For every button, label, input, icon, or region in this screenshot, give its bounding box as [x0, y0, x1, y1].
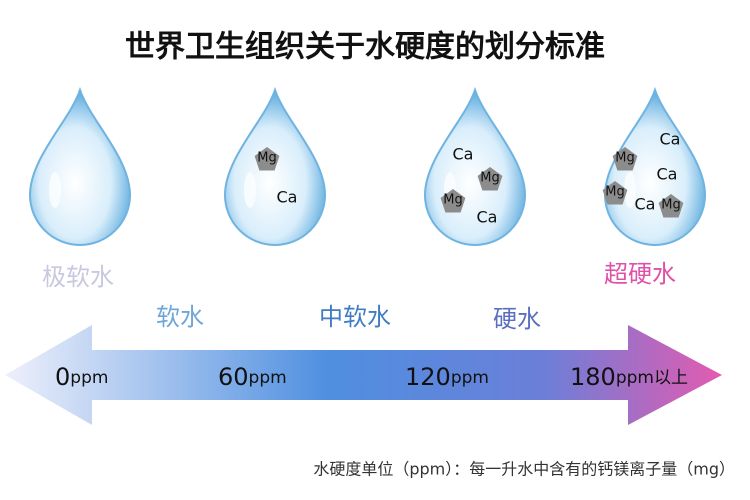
drop-highlight: [624, 172, 636, 208]
scale-label: 120ppm: [405, 363, 489, 391]
footnote: 水硬度单位（ppm）：每一升水中含有的钙镁离子量（mg）: [313, 460, 735, 479]
ion-marker: [612, 147, 638, 171]
ion-marker: [440, 189, 466, 213]
ion-label: Mg: [257, 151, 276, 166]
ion-label: Ca: [635, 195, 656, 214]
ion-label: Ca: [477, 208, 498, 227]
scale-number: 60: [218, 363, 249, 391]
hardness-category: 中软水: [319, 303, 391, 331]
ion-marker: [658, 194, 684, 218]
hardness-category: 极软水: [42, 263, 114, 291]
ion-marker: [602, 181, 628, 205]
ion-label: Ca: [660, 130, 681, 149]
ion-label: Ca: [277, 188, 298, 207]
scale-number: 120: [405, 363, 451, 391]
scale-label: 0ppm: [55, 363, 108, 391]
water-drop: [423, 86, 527, 246]
hardness-category: 硬水: [493, 305, 541, 333]
scale-label: 60ppm: [218, 363, 287, 391]
ion-label: Mg: [443, 193, 462, 208]
drop-highlight: [49, 172, 61, 208]
ion-label: Mg: [480, 171, 499, 186]
ion-marker: [254, 147, 280, 171]
scale-unit: ppm: [70, 368, 108, 388]
title: 世界卫生组织关于水硬度的划分标准: [125, 30, 605, 65]
ion-label: Mg: [615, 151, 634, 166]
ion-marker: [477, 167, 503, 191]
scale-number: 0: [55, 363, 70, 391]
ion-label: Mg: [605, 185, 624, 200]
scale-number: 180: [570, 363, 616, 391]
water-drop: [28, 86, 132, 246]
scale-arrow: [5, 325, 722, 425]
scale-unit: ppm以上: [616, 368, 688, 388]
scale-unit: ppm: [451, 368, 489, 388]
scale-label: 180ppm以上: [570, 363, 688, 391]
ion-label: Ca: [453, 145, 474, 164]
hardness-category: 超硬水: [604, 260, 676, 288]
scale-unit: ppm: [249, 368, 287, 388]
ion-label: Ca: [657, 165, 678, 184]
hardness-category: 软水: [156, 303, 204, 331]
ion-label: Mg: [661, 198, 680, 213]
drop-highlight: [244, 172, 256, 208]
